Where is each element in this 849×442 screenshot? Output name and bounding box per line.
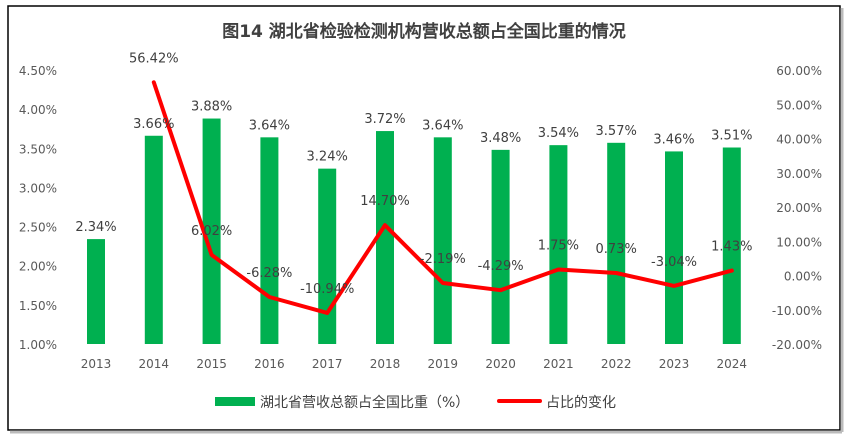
bar-label: 3.48% — [480, 131, 521, 146]
x-tick: 2018 — [370, 357, 401, 371]
line-series — [151, 80, 734, 315]
x-tick: 2014 — [139, 357, 170, 371]
line-label: 14.70% — [360, 194, 410, 209]
bar-label: 3.88% — [191, 100, 232, 115]
chart-title: 图14 湖北省检验检测机构营收总额占全国比重的情况 — [222, 21, 626, 42]
bar-label: 3.72% — [364, 112, 405, 127]
bar-label: 3.24% — [307, 150, 348, 165]
line-label: -4.29% — [478, 259, 524, 274]
y-right-tick: -10.00% — [772, 304, 822, 318]
y-left-tick: 2.50% — [19, 221, 57, 235]
y-left-tick: 4.50% — [19, 64, 57, 78]
y-right-tick: 50.00% — [776, 98, 822, 112]
x-tick: 2023 — [659, 357, 690, 371]
x-tick: 2022 — [601, 357, 632, 371]
legend-label-line: 占比的变化 — [546, 395, 616, 411]
chart-border — [7, 5, 841, 431]
bar-label: 3.66% — [133, 117, 174, 132]
line-label: 0.73% — [596, 242, 637, 257]
legend-swatch-bar — [215, 397, 255, 406]
bar-2017 — [318, 168, 337, 344]
y-right-tick: -20.00% — [772, 338, 822, 352]
bar-2023 — [665, 151, 683, 344]
x-tick: 2021 — [543, 357, 574, 371]
bar-label: 3.57% — [596, 124, 637, 139]
bar-label: 3.64% — [422, 118, 463, 133]
x-tick: 2020 — [485, 357, 516, 371]
bar-2014 — [144, 135, 163, 344]
line-label: 6.02% — [191, 224, 232, 239]
bar-2016 — [260, 137, 279, 344]
x-tick: 2015 — [196, 357, 227, 371]
line-label: -2.19% — [420, 252, 466, 267]
y-left-tick: 1.50% — [19, 299, 57, 313]
bar-label: 3.46% — [653, 132, 694, 147]
bar-2020 — [491, 149, 510, 344]
y-right-tick: 30.00% — [776, 167, 822, 181]
bar-label: 2.34% — [75, 220, 116, 235]
bar-2021 — [549, 145, 568, 344]
line-label: -3.04% — [651, 255, 697, 270]
bar-2015 — [202, 118, 221, 344]
line-label: 56.42% — [129, 51, 179, 66]
y-left-tick: 3.50% — [19, 142, 57, 156]
x-tick: 2024 — [717, 357, 748, 371]
y-right-tick: 10.00% — [776, 235, 822, 249]
bar-2022 — [607, 142, 626, 344]
y-right-tick: 60.00% — [776, 64, 822, 78]
bar-label: 3.54% — [538, 126, 579, 141]
legend: 湖北省营收总额占全国比重（%） 占比的变化 — [215, 394, 616, 411]
bar-label: 3.64% — [249, 118, 290, 133]
y-right-tick: 20.00% — [776, 201, 822, 215]
line-label: -10.94% — [300, 282, 354, 297]
line-label: -6.28% — [246, 266, 292, 281]
legend-label-bar: 湖北省营收总额占全国比重（%） — [260, 394, 469, 411]
bar-2018 — [376, 131, 394, 344]
bar-2013 — [87, 239, 105, 344]
bar-label: 3.51% — [711, 129, 752, 144]
x-tick: 2019 — [428, 357, 459, 371]
x-tick: 2017 — [312, 357, 343, 371]
line-label: 1.75% — [538, 239, 579, 254]
line-label: 1.43% — [711, 240, 752, 255]
y-left-tick: 2.00% — [19, 260, 57, 274]
bar-2024 — [722, 147, 741, 344]
y-right-tick: 40.00% — [776, 133, 822, 147]
bar-2019 — [433, 137, 452, 344]
x-tick: 2016 — [254, 357, 285, 371]
y-right-tick: 0.00% — [784, 270, 822, 284]
y-left-tick: 3.00% — [19, 181, 57, 195]
x-tick: 2013 — [81, 357, 112, 371]
y-left-tick: 1.00% — [19, 338, 57, 352]
y-left-tick: 4.00% — [19, 103, 57, 117]
